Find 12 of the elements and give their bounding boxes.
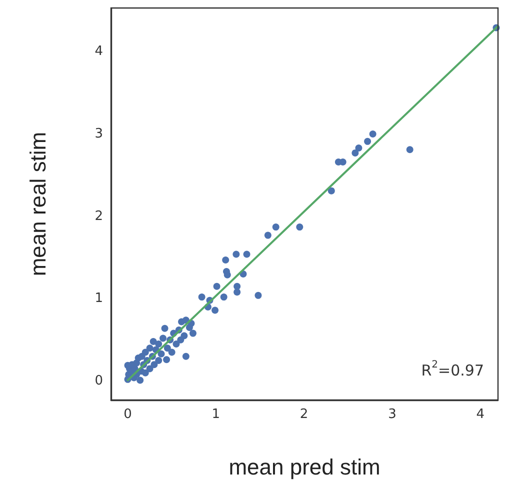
x-tick-label: 4	[476, 407, 485, 422]
y-axis-title: mean real stim	[26, 132, 50, 276]
y-tick-label: 4	[94, 44, 103, 60]
y-tick-label: 2	[94, 208, 103, 224]
x-tick-label: 3	[388, 407, 396, 422]
x-tick-label: 2	[300, 407, 308, 422]
y-tick-label: 0	[94, 374, 103, 389]
y-tick-label: 3	[94, 126, 103, 142]
y-tick-label: 1	[94, 291, 103, 306]
x-tick-label: 0	[124, 407, 132, 422]
x-tick-label: 1	[212, 407, 220, 422]
x-axis-title: mean pred stim	[228, 454, 380, 480]
